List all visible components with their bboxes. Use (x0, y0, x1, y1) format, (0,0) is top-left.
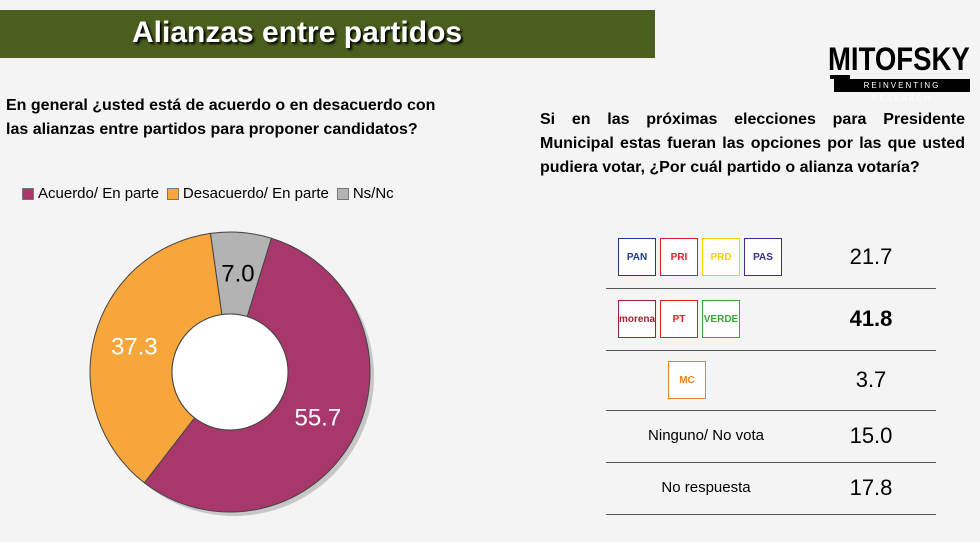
party-logos: MC (668, 361, 706, 399)
row-value: 15.0 (849, 423, 893, 448)
legend-label: Ns/Nc (352, 185, 394, 202)
donut-hole (171, 313, 289, 431)
party-logos: morena PT VERDE (618, 300, 740, 338)
party-logo-prd: PRD (702, 238, 740, 276)
slice-label: 37.3 (111, 334, 158, 361)
brand-name: MITOFSKY (828, 41, 970, 77)
legend-item: Acuerdo/ En parte (22, 185, 159, 202)
page-title: Alianzas entre partidos (132, 16, 463, 49)
right-question: Si en las próximas elecciones para Presi… (540, 111, 965, 176)
title-bar: Alianzas entre partidos (0, 10, 655, 58)
logo-line (830, 75, 850, 79)
row-value: 21.7 (849, 244, 893, 269)
brand-logo: MITOFSKY REINVENTING RESEARCH (828, 41, 973, 103)
row-value: 3.7 (855, 367, 887, 392)
party-logo-pas: PAS (744, 238, 782, 276)
slice-label: 7.0 (221, 260, 254, 287)
row-label: No respuesta (661, 479, 751, 496)
legend-label: Desacuerdo/ En parte (182, 185, 329, 202)
party-logo-verde: VERDE (702, 300, 740, 338)
party-logos: PAN PRI PRD PAS (618, 238, 782, 276)
legend-label: Acuerdo/ En parte (38, 185, 159, 202)
row-value: 41.8 (849, 306, 893, 331)
party-logo-pri: PRI (660, 238, 698, 276)
table-row: Ninguno/ No vota 15.0 (606, 412, 936, 463)
party-logo-pt: PT (660, 300, 698, 338)
row-label: Ninguno/ No vota (648, 427, 764, 444)
table-row: No respuesta 17.8 (606, 464, 936, 515)
slice-label: 55.7 (294, 405, 341, 432)
brand-tagline: REINVENTING RESEARCH (834, 79, 970, 103)
donut-chart: 55.7 37.3 7.0 (89, 231, 374, 516)
legend-swatch (22, 187, 34, 200)
party-logo-morena: morena (618, 300, 656, 338)
left-question: En general ¿usted está de acuerdo o en d… (6, 97, 436, 138)
table-row: morena PT VERDE 41.8 (606, 290, 936, 351)
table-row: MC 3.7 (606, 352, 936, 411)
legend-item: Desacuerdo/ En parte (166, 185, 329, 202)
row-value: 17.8 (849, 475, 893, 500)
party-logo-pan: PAN (618, 238, 656, 276)
legend-swatch (336, 187, 349, 200)
chart-legend: Acuerdo/ En parte Desacuerdo/ En parte Ns/… (22, 185, 394, 202)
legend-item: Ns/Nc (336, 185, 394, 202)
table-row: PAN PRI PRD PAS 21.7 (606, 228, 936, 289)
legend-swatch (166, 187, 179, 200)
party-logo-mc: MC (668, 361, 706, 399)
